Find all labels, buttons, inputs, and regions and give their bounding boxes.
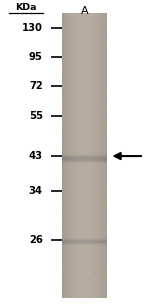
Text: 34: 34 bbox=[29, 186, 43, 196]
Text: 130: 130 bbox=[22, 23, 43, 32]
Text: 55: 55 bbox=[29, 111, 43, 121]
Text: 95: 95 bbox=[29, 52, 43, 62]
Text: KDa: KDa bbox=[15, 3, 37, 12]
Text: 72: 72 bbox=[29, 81, 43, 91]
Text: 43: 43 bbox=[29, 151, 43, 161]
Text: 26: 26 bbox=[29, 235, 43, 245]
Text: A: A bbox=[81, 6, 88, 16]
